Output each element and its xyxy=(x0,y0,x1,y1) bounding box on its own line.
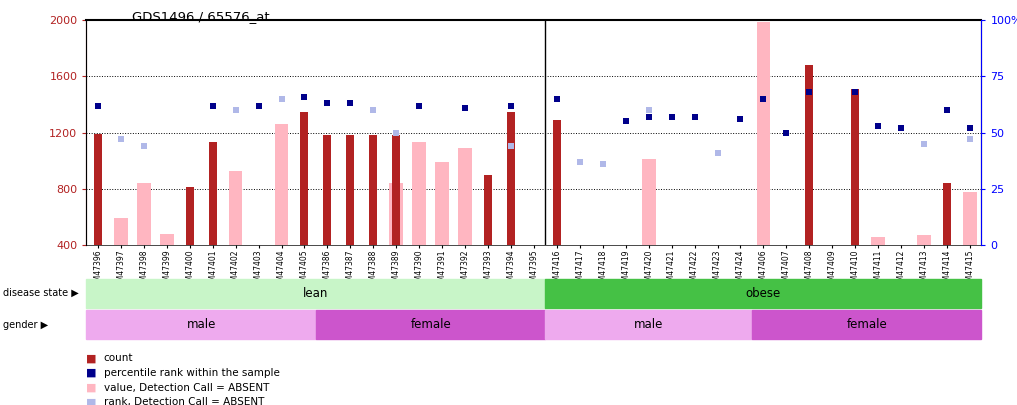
Bar xyxy=(186,188,193,245)
Bar xyxy=(545,279,981,308)
Bar xyxy=(94,134,102,245)
Bar xyxy=(347,135,354,245)
Text: ■: ■ xyxy=(86,354,97,363)
Bar xyxy=(86,310,316,339)
Bar xyxy=(160,234,174,245)
Bar xyxy=(872,237,885,245)
Bar xyxy=(323,135,332,245)
Bar xyxy=(711,245,724,274)
Bar xyxy=(275,124,289,245)
Bar xyxy=(963,192,976,245)
Bar xyxy=(527,245,541,277)
Text: value, Detection Call = ABSENT: value, Detection Call = ABSENT xyxy=(104,383,270,392)
Text: GDS1496 / 65576_at: GDS1496 / 65576_at xyxy=(132,10,270,23)
Bar xyxy=(596,245,609,278)
Bar xyxy=(757,21,770,245)
Bar xyxy=(137,183,151,245)
Text: male: male xyxy=(634,318,663,331)
Bar xyxy=(390,183,403,245)
Text: ■: ■ xyxy=(86,397,97,405)
Bar xyxy=(917,235,931,245)
Text: rank, Detection Call = ABSENT: rank, Detection Call = ABSENT xyxy=(104,397,264,405)
Text: lean: lean xyxy=(303,287,328,300)
Text: female: female xyxy=(846,318,887,331)
Text: male: male xyxy=(186,318,216,331)
Bar xyxy=(484,175,492,245)
Bar xyxy=(300,111,308,245)
Bar xyxy=(229,171,242,245)
Bar xyxy=(506,111,515,245)
Bar xyxy=(642,159,656,245)
Bar xyxy=(86,279,545,308)
Text: female: female xyxy=(410,318,451,331)
Bar xyxy=(805,65,814,245)
Text: ■: ■ xyxy=(86,383,97,392)
Bar xyxy=(208,143,217,245)
Bar xyxy=(573,245,587,277)
Bar xyxy=(369,135,377,245)
Text: gender ▶: gender ▶ xyxy=(3,320,48,330)
Bar xyxy=(851,89,859,245)
Bar xyxy=(943,183,951,245)
Text: obese: obese xyxy=(745,287,781,300)
Bar xyxy=(412,143,426,245)
Bar xyxy=(553,120,561,245)
Bar xyxy=(545,310,752,339)
Text: percentile rank within the sample: percentile rank within the sample xyxy=(104,368,280,378)
Text: count: count xyxy=(104,354,133,363)
Bar xyxy=(393,135,401,245)
Bar xyxy=(114,218,128,245)
Bar xyxy=(752,310,981,339)
Bar xyxy=(435,162,450,245)
Bar xyxy=(316,310,545,339)
Bar xyxy=(459,148,472,245)
Text: ■: ■ xyxy=(86,368,97,378)
Text: disease state ▶: disease state ▶ xyxy=(3,288,78,298)
